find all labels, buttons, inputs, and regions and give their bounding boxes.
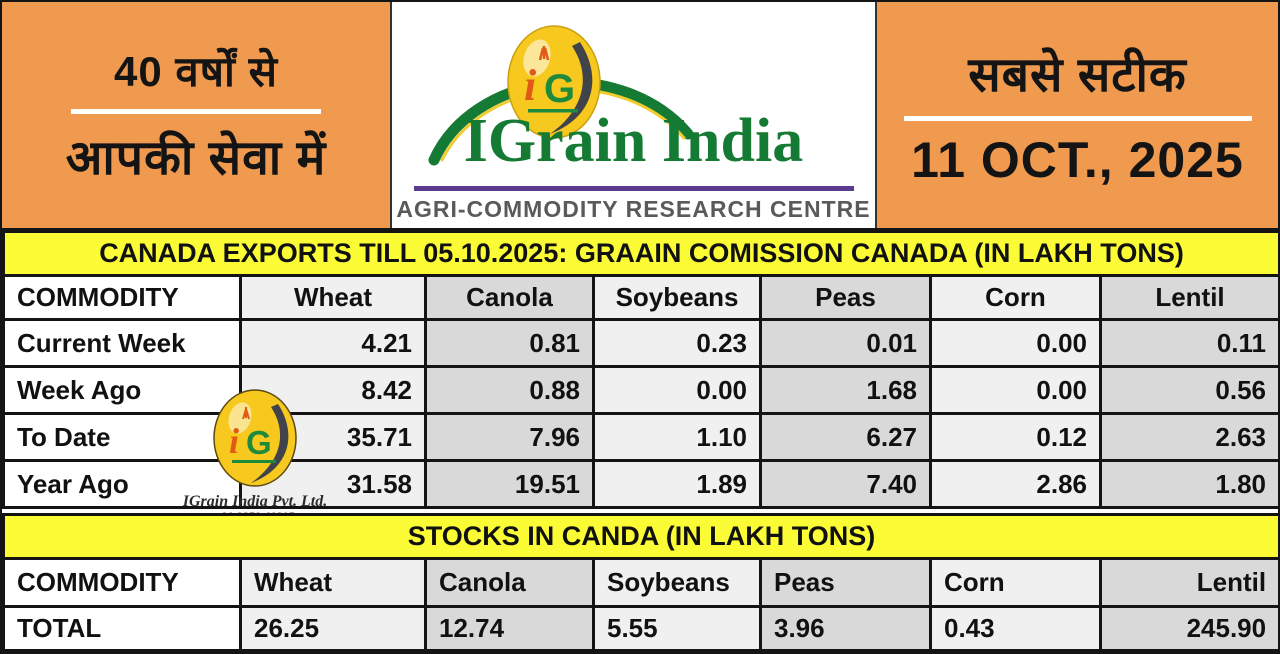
monogram-i: i [229,421,239,461]
table-cell: 7.96 [424,412,595,462]
table-cell: 7.40 [759,459,932,509]
watermark-egg-logo-icon: i G [213,389,297,487]
table-row: Week Ago 8.42 0.88 0.00 1.68 0.00 0.56 [2,365,1278,415]
table-cell: 0.11 [1098,318,1278,368]
column-header: Corn [929,274,1102,321]
table-cell: 1.68 [759,365,932,415]
table-cell: 2.63 [1098,412,1278,462]
report-date: 11 OCT., 2025 [911,132,1244,188]
top-banner: 40 वर्षों से आपकी सेवा में i G [2,2,1278,230]
column-header: Peas [759,274,932,321]
column-header: Wheat [239,274,427,321]
banner-right-line1: सबसे सटीक [968,49,1187,102]
row-label: TOTAL [2,605,242,652]
underline-rule [71,108,321,114]
table-cell: 26.25 [239,605,427,652]
table-cell: 0.56 [1098,365,1278,415]
watermark-company: IGrain India Pvt. Ltd. [182,493,328,510]
monogram-g: G [544,67,575,111]
table-cell: 6.27 [759,412,932,462]
table-cell: 4.21 [239,318,427,368]
table-row: Current Week 4.21 0.81 0.23 0.01 0.00 0.… [2,318,1278,368]
table-cell: 0.23 [592,318,762,368]
monogram-i: i [524,61,537,110]
column-header: Lentil [1098,557,1278,608]
table-cell: 0.00 [929,318,1102,368]
column-header: Canola [424,274,595,321]
banner-left-panel: 40 वर्षों से आपकी सेवा में [2,2,390,228]
table-cell: 19.51 [424,459,595,509]
stocks-table: STOCKS IN CANDA (IN LAKH TONS) COMMODITY… [2,513,1278,652]
brand-logo-box: i G IGrain India AGRI-COMMODITY RESEARCH… [390,2,877,228]
monogram-g: G [246,424,272,461]
exports-table-title: CANADA EXPORTS TILL 05.10.2025: GRAAIN C… [2,230,1278,277]
table-cell: 0.01 [759,318,932,368]
brand-tagline: AGRI-COMMODITY RESEARCH CENTRE [396,196,871,222]
table-cell: 0.43 [929,605,1102,652]
row-label: Week Ago [2,365,242,415]
brand-underline [414,186,854,191]
watermark-phone: +91 9350 41815 [180,511,330,513]
column-header: Soybeans [592,557,762,608]
table-cell: 3.96 [759,605,932,652]
table-cell: 0.81 [424,318,595,368]
table-cell: 1.80 [1098,459,1278,509]
table-cell: 12.74 [424,605,595,652]
column-header: Canola [424,557,595,608]
table-row: TOTAL 26.25 12.74 5.55 3.96 0.43 245.90 [2,605,1278,652]
column-header: Peas [759,557,932,608]
exports-header-row: COMMODITY Wheat Canola Soybeans Peas Cor… [2,274,1278,321]
brand-name: IGrain India [463,107,804,175]
underline-rule [903,116,1252,121]
column-header: Lentil [1098,274,1278,321]
row-label: To Date [2,412,242,462]
watermark: i G IGrain India Pvt. Ltd. +91 9350 4181… [180,388,330,513]
banner-right-panel: सबसे सटीक 11 OCT., 2025 [877,2,1278,228]
table-cell: 245.90 [1098,605,1278,652]
column-header: Corn [929,557,1102,608]
column-header: COMMODITY [2,274,242,321]
table-cell: 2.86 [929,459,1102,509]
column-header: Soybeans [592,274,762,321]
table-cell: 1.10 [592,412,762,462]
table-row: Year Ago 31.58 19.51 1.89 7.40 2.86 1.80 [2,459,1278,509]
column-header: Wheat [239,557,427,608]
igrain-logo-graphic: i G [428,25,694,166]
igrain-egg-logo-icon: i G [507,25,601,139]
row-label: Year Ago [2,459,242,509]
column-header: COMMODITY [2,557,242,608]
banner-left-line1: 40 वर्षों से [114,47,278,95]
table-cell: 0.88 [424,365,595,415]
stocks-table-title: STOCKS IN CANDA (IN LAKH TONS) [2,513,1278,560]
row-label: Current Week [2,318,242,368]
table-cell: 5.55 [592,605,762,652]
banner-left-line2: आपकी सेवा में [65,131,327,185]
table-cell: 0.12 [929,412,1102,462]
table-cell: 0.00 [929,365,1102,415]
stocks-header-row: COMMODITY Wheat Canola Soybeans Peas Cor… [2,557,1278,608]
stocks-table-section: STOCKS IN CANDA (IN LAKH TONS) COMMODITY… [2,513,1278,652]
table-cell: 0.00 [592,365,762,415]
table-cell: 1.89 [592,459,762,509]
